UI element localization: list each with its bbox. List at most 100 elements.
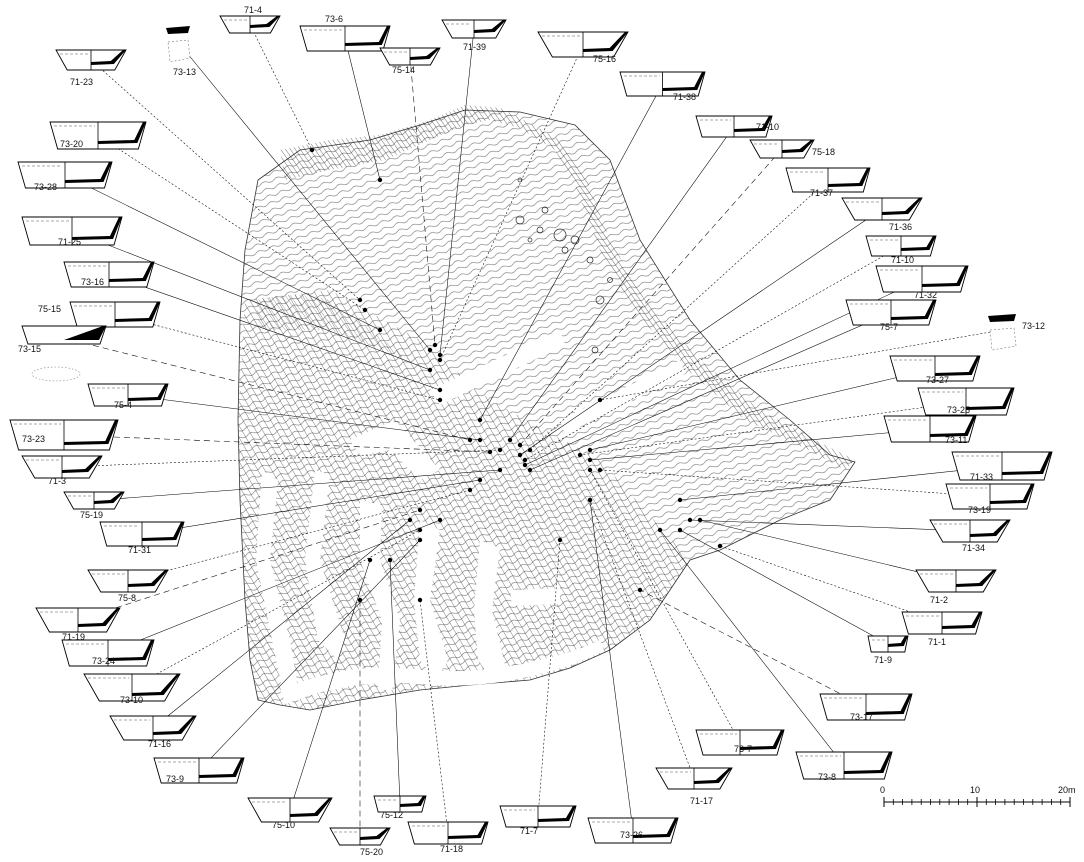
sherd-profile: 75-7	[845, 299, 937, 332]
vessel-section	[400, 796, 426, 807]
vessel-section	[115, 302, 160, 322]
sherd-profile: 75-19	[63, 491, 125, 520]
vessel-section	[662, 72, 705, 91]
leader-line	[409, 56, 436, 346]
find-spot-marker	[522, 462, 528, 468]
leader-line	[439, 28, 475, 356]
leader-lines	[61, 24, 1003, 837]
leader-line	[679, 529, 889, 645]
find-spot-marker	[407, 517, 413, 523]
sherd-label: 73-10	[120, 695, 143, 705]
sherd-label: 73-7	[734, 744, 752, 754]
vessel-section	[922, 266, 968, 287]
vessel-section	[62, 456, 102, 473]
leader-line	[529, 179, 829, 451]
sherd-profile: 71-23	[55, 49, 127, 87]
leader-line	[152, 519, 411, 729]
sherd-profile: 71-7	[499, 805, 577, 836]
vessel-section	[734, 116, 772, 132]
upper-band	[255, 295, 410, 360]
vessel-section	[474, 20, 506, 33]
leader-line	[689, 519, 971, 532]
sherd-profile: 73-24	[61, 639, 155, 667]
sherd-label: 75-12	[380, 810, 403, 820]
vessel-section	[199, 758, 244, 778]
leader-line	[579, 401, 967, 456]
sherd-label: 71-19	[62, 632, 85, 642]
find-spot-marker	[377, 177, 383, 183]
leader-line	[639, 589, 867, 708]
sherd-label: 71-38	[673, 92, 696, 102]
sherd-label: 73-25	[947, 405, 970, 415]
find-spot-marker	[497, 447, 503, 453]
sherd-profile: 71-31	[99, 521, 185, 555]
sherd-profile: 71-2	[915, 569, 997, 605]
sherd-profile: 71-37	[785, 167, 871, 198]
sherd-profile: 75-12	[373, 795, 427, 820]
vessel-section	[828, 168, 870, 187]
sherd-label: 71-10	[756, 122, 779, 132]
sherd-label: 75-15	[38, 304, 61, 314]
find-spots	[309, 147, 723, 603]
sherd-label: 73-24	[92, 656, 115, 666]
vessel-section	[888, 636, 908, 647]
sherd-label: 71-37	[810, 188, 833, 198]
sherd-label: 73-9	[166, 774, 184, 784]
find-spot-marker	[427, 347, 433, 353]
sherd-label: 71-7	[520, 826, 538, 836]
leader-line	[719, 545, 943, 624]
sherd-label: 75-16	[593, 54, 616, 64]
vessel-section	[98, 122, 146, 144]
sherd-label: 75-19	[80, 510, 103, 520]
leader-line	[599, 329, 1003, 401]
vessel-section	[930, 416, 976, 437]
sherd-label: 71-3	[48, 476, 66, 486]
scale-tick-10: 10	[970, 785, 980, 795]
find-spot-marker	[587, 497, 593, 503]
vessel-section	[956, 570, 996, 587]
sherd-profile: 73-23	[9, 419, 119, 451]
vessel-section	[740, 730, 784, 750]
leader-line	[108, 274, 441, 391]
sherd-label: 71-1	[928, 637, 946, 647]
vessel-section	[64, 326, 106, 340]
sherd-label: 73-6	[325, 14, 343, 24]
find-spot-marker	[377, 327, 383, 333]
leader-line	[344, 38, 381, 181]
sherd-profile: 71-18	[407, 821, 489, 854]
find-spot-marker	[467, 487, 473, 493]
find-spot-marker	[597, 397, 603, 403]
vessel-section	[942, 612, 982, 629]
lower-terrace-hatching	[238, 290, 690, 710]
sherd-profile: 73-11	[883, 415, 977, 445]
sherd-profile: 75-8	[87, 569, 169, 603]
vessel-section	[882, 198, 922, 215]
sherd-profile: 71-34	[929, 519, 1011, 553]
leader-line	[479, 83, 663, 421]
vessel-section	[345, 26, 390, 46]
leader-line	[389, 559, 401, 805]
sherd-profile: 75-15	[38, 301, 161, 328]
leader-line	[519, 208, 883, 456]
ridge-band	[280, 105, 855, 470]
find-spot-marker	[367, 557, 373, 563]
leader-line	[289, 559, 371, 811]
find-spot-marker	[557, 537, 563, 543]
leader-line	[529, 312, 892, 471]
find-spot-marker	[437, 397, 443, 403]
find-spot-marker	[507, 437, 513, 443]
sherd-profile: 73-8	[795, 751, 893, 782]
find-spot-marker	[437, 517, 443, 523]
sherd-label: 75-7	[880, 322, 898, 332]
sherd-profile: 73-6	[299, 14, 391, 52]
leader-line	[63, 434, 491, 453]
fragment-body	[989, 327, 1017, 351]
sherd-profile: 71-16	[109, 715, 197, 749]
vessel-section	[65, 162, 112, 183]
sherd-label: 73-26	[620, 830, 643, 840]
vessel-section	[448, 822, 488, 839]
sherd-profile: 73-25	[917, 387, 1015, 416]
sherd-profile: 73-9	[153, 757, 245, 784]
vessel-section	[966, 388, 1014, 410]
vessel-section	[132, 674, 180, 696]
